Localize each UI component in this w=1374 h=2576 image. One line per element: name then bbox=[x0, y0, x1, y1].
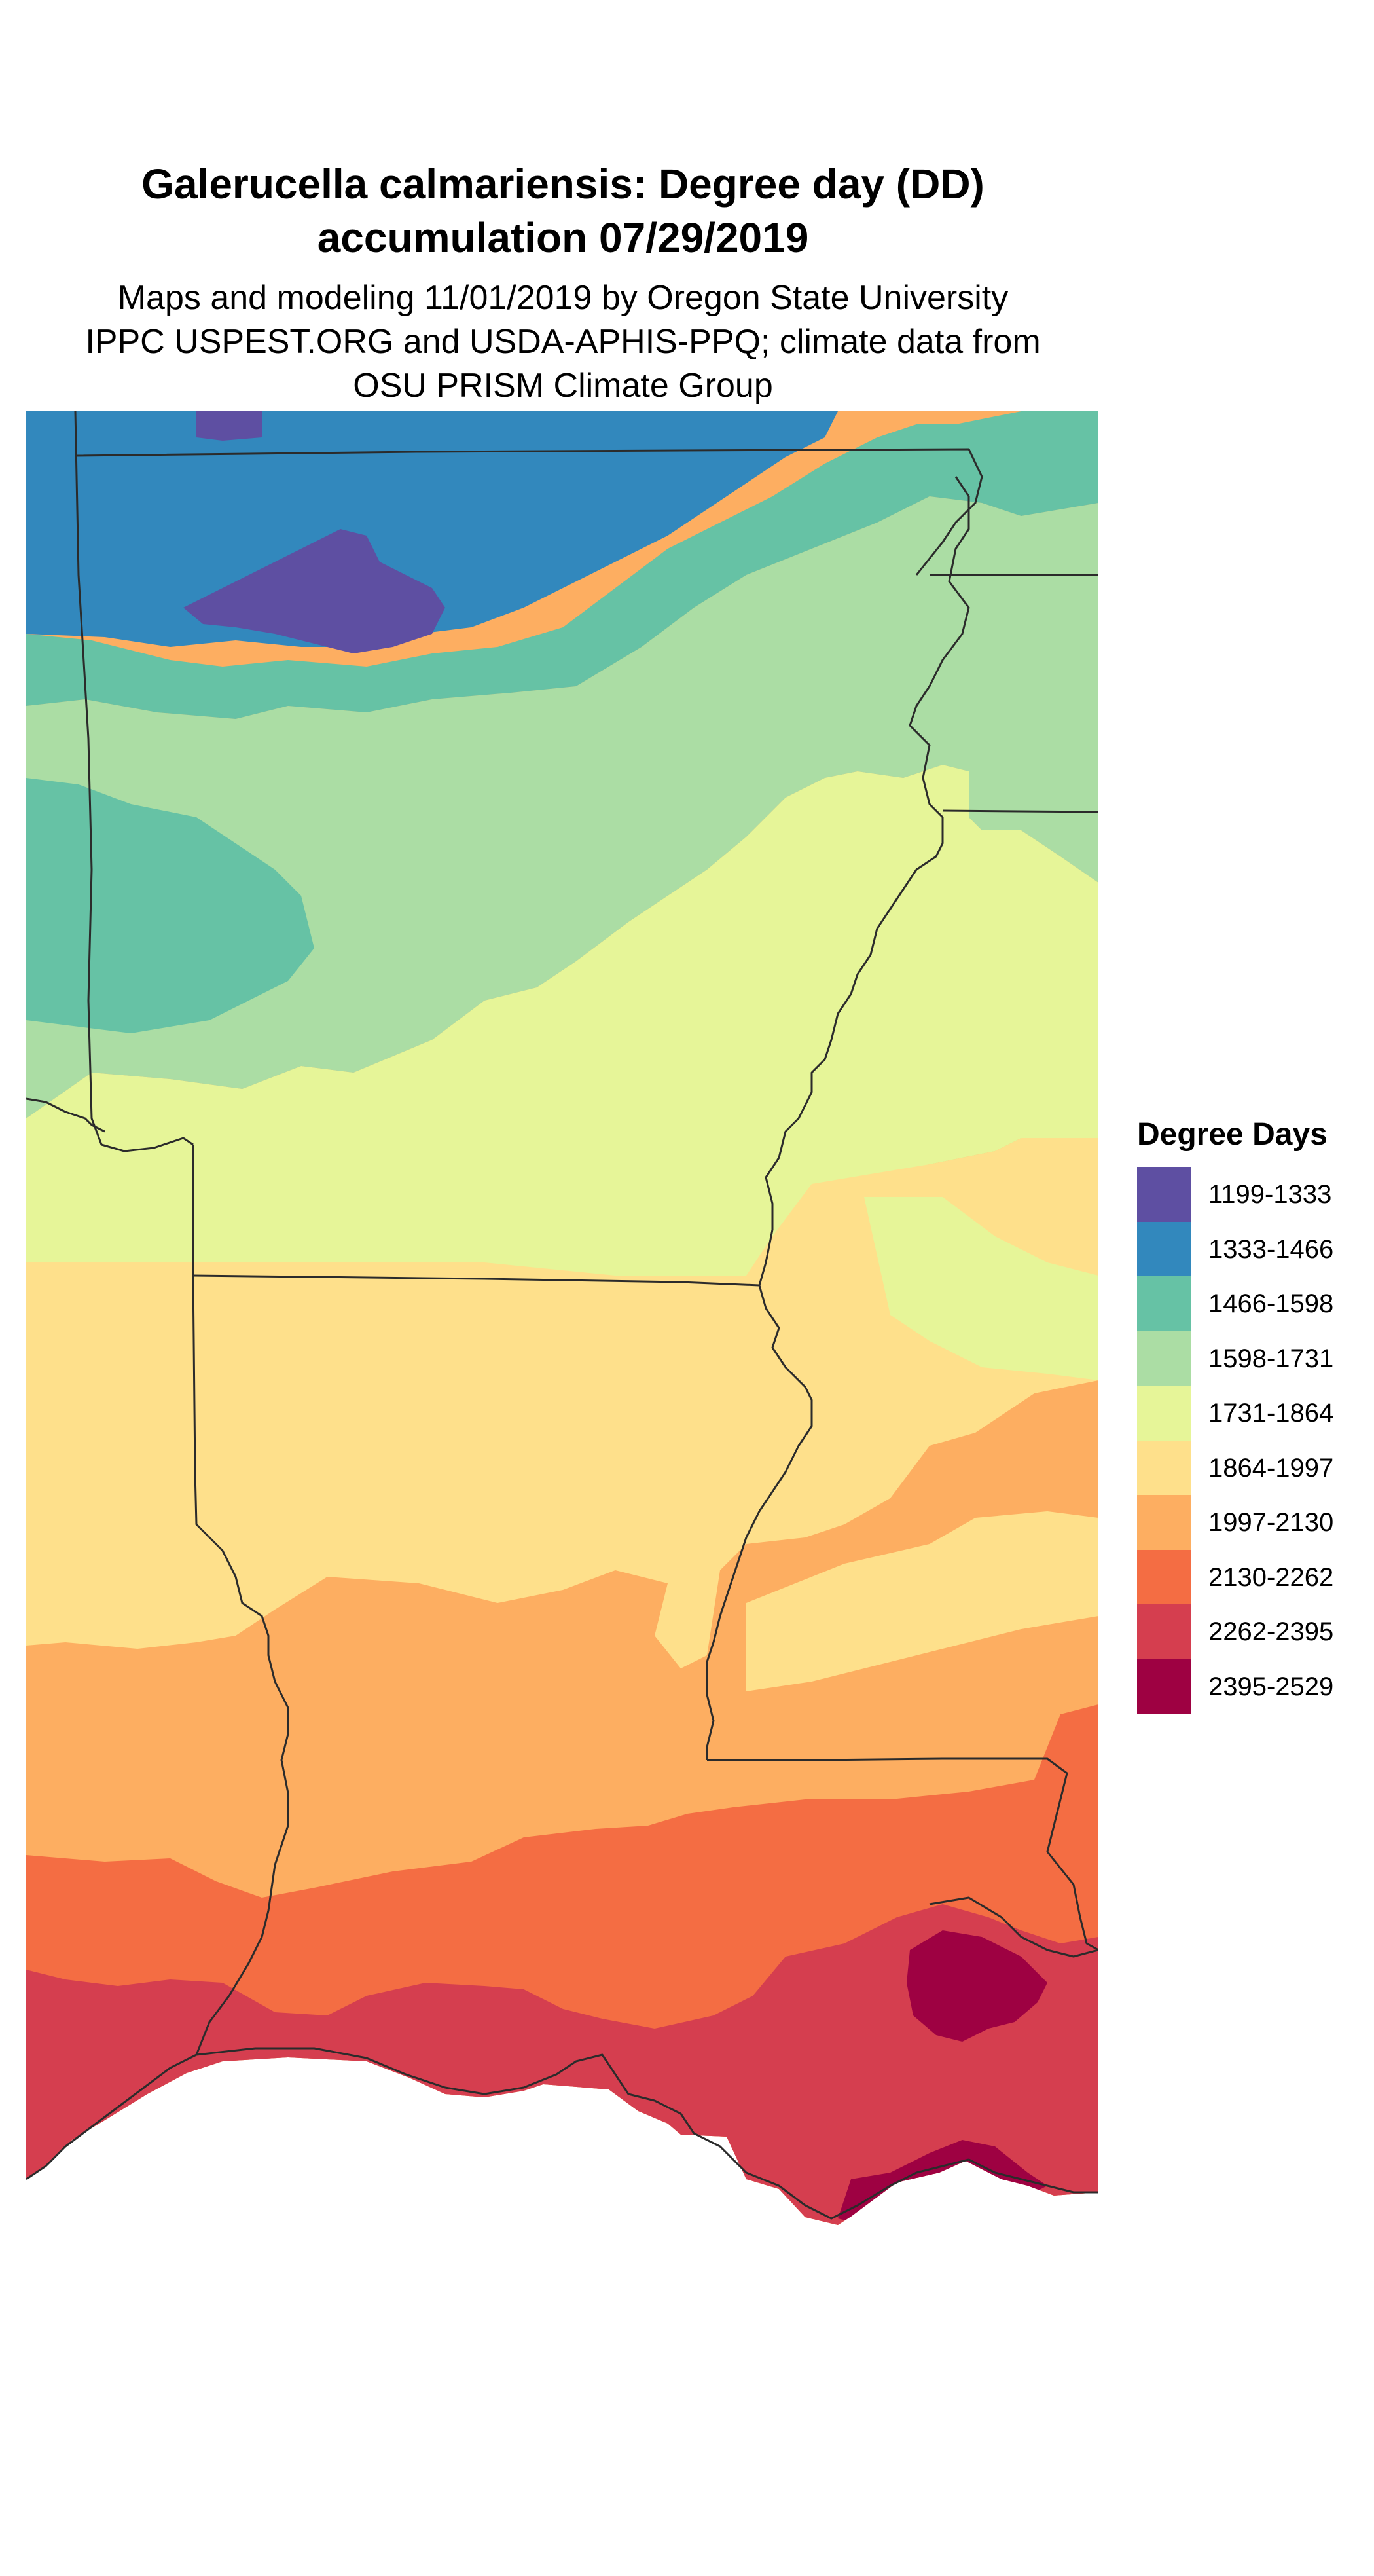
mississippi-river bbox=[706, 476, 970, 1760]
legend-label: 1997-2130 bbox=[1208, 1508, 1334, 1537]
legend-label: 1864-1997 bbox=[1208, 1453, 1334, 1482]
legend-item: 2262-2395 bbox=[1137, 1604, 1366, 1659]
band-1466-1598 bbox=[26, 411, 1098, 719]
legend-item: 2130-2262 bbox=[1137, 1549, 1366, 1604]
legend-label: 2395-2529 bbox=[1208, 1672, 1334, 1701]
subtitle-line-2: IPPC USPEST.ORG and USDA-APHIS-PPQ; clim… bbox=[85, 323, 1041, 361]
band-1466-1598-west bbox=[26, 778, 314, 1033]
coastline bbox=[26, 2047, 969, 2220]
legend-item: 1997-2130 bbox=[1137, 1495, 1366, 1550]
legend-item: 1731-1864 bbox=[1137, 1386, 1366, 1441]
band-1864-1997 bbox=[26, 1138, 1098, 1668]
east-state-line-mid bbox=[942, 809, 1098, 813]
legend-item: 2395-2529 bbox=[1137, 1659, 1366, 1714]
title-line-1: Galerucella calmariensis: Degree day (DD… bbox=[141, 160, 985, 208]
legend-items: 1199-1333 1333-1466 1466-1598 1598-1731 … bbox=[1137, 1167, 1366, 1714]
legend-title: Degree Days bbox=[1137, 1117, 1328, 1152]
band-1731-1864-east bbox=[864, 1197, 1098, 1380]
band-1199-1333-north bbox=[196, 411, 262, 441]
legend-item: 1466-1598 bbox=[1137, 1276, 1366, 1331]
legend-swatch bbox=[1137, 1495, 1191, 1550]
state-boundaries bbox=[26, 411, 1098, 2220]
red-river bbox=[26, 1097, 105, 1133]
legend-swatch bbox=[1137, 1221, 1191, 1276]
degree-days-legend: Degree Days 1199-1333 1333-1466 1466-159… bbox=[1137, 1112, 1366, 1714]
subtitle-line-3: OSU PRISM Climate Group bbox=[353, 367, 773, 405]
legend-label: 1598-1731 bbox=[1208, 1344, 1334, 1373]
band-2395-2529-east bbox=[907, 1930, 1047, 2042]
inner-boundary-south bbox=[192, 1145, 289, 2055]
map-subtitle: Maps and modeling 11/01/2019 by Oregon S… bbox=[0, 276, 1126, 408]
east-shoreline bbox=[929, 1896, 1098, 2194]
legend-label: 1199-1333 bbox=[1208, 1180, 1332, 1209]
legend-swatch bbox=[1137, 1331, 1191, 1386]
degree-day-map bbox=[26, 411, 1098, 2232]
legend-item: 1864-1997 bbox=[1137, 1440, 1366, 1495]
legend-swatch bbox=[1137, 1549, 1191, 1604]
legend-swatch bbox=[1137, 1659, 1191, 1714]
legend-swatch bbox=[1137, 1276, 1191, 1331]
west-boundary bbox=[74, 411, 194, 1152]
degree-day-raster bbox=[26, 411, 1098, 2225]
north-boundary bbox=[75, 448, 983, 576]
map-title: Galerucella calmariensis: Degree day (DD… bbox=[0, 157, 1126, 408]
legend-swatch bbox=[1137, 1604, 1191, 1659]
subtitle-line-1: Maps and modeling 11/01/2019 by Oregon S… bbox=[117, 279, 1009, 317]
central-state-line bbox=[192, 1274, 760, 1287]
band-1864-1997-se bbox=[746, 1511, 1098, 1691]
southern-state-line bbox=[707, 1757, 1098, 1951]
legend-swatch bbox=[1137, 1440, 1191, 1495]
band-1199-1333 bbox=[183, 529, 445, 653]
legend-label: 1731-1864 bbox=[1208, 1399, 1334, 1427]
title-line-2: accumulation 07/29/2019 bbox=[317, 214, 809, 261]
legend-item: 1598-1731 bbox=[1137, 1331, 1366, 1386]
legend-item: 1333-1466 bbox=[1137, 1221, 1366, 1276]
band-1731-1864 bbox=[26, 765, 1098, 1276]
legend-label: 1466-1598 bbox=[1208, 1289, 1334, 1318]
legend-swatch bbox=[1137, 1167, 1191, 1222]
legend-swatch bbox=[1137, 1386, 1191, 1441]
legend-label: 1333-1466 bbox=[1208, 1234, 1334, 1264]
legend-label: 2130-2262 bbox=[1208, 1562, 1334, 1592]
legend-item: 1199-1333 bbox=[1137, 1167, 1366, 1222]
legend-label: 2262-2395 bbox=[1208, 1617, 1334, 1646]
